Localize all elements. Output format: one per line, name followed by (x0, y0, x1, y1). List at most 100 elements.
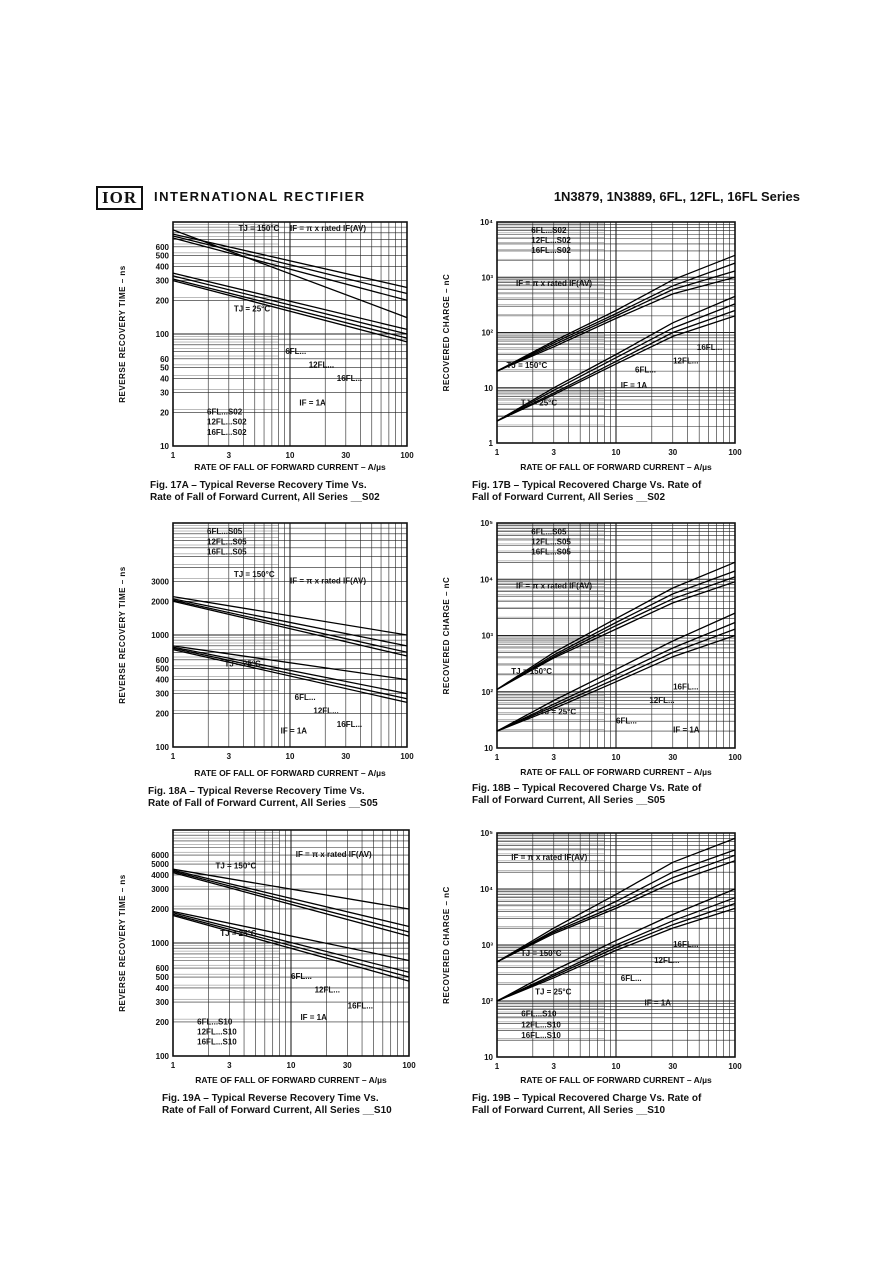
fig17a-ytick-9: 400 (156, 263, 170, 272)
fig18b-caption: Fig. 18B – Typical Recovered Charge Vs. … (472, 783, 772, 807)
fig18a-annotation-6: IF = 1A (281, 727, 308, 736)
fig19a-x-ticks: 1 3 10 30 100 (171, 1061, 416, 1070)
fig18a-ytick-3: 400 (156, 676, 170, 685)
fig17b-series-7 (496, 315, 736, 422)
fig19b-series-0 (496, 837, 736, 963)
fig17a-plot: TJ = 150°C IF = π x rated IF(AV) TJ = 25°C… (172, 221, 408, 447)
fig19b-xtick-3: 30 (668, 1062, 677, 1071)
fig18a-series-4 (172, 645, 408, 681)
fig18a-ylabel-box: REVERSE RECOVERY TIME – ns (118, 566, 127, 704)
fig19b-legend-2: 16FL...S10 (521, 1031, 561, 1040)
fig18a-legend-2: 16FL...S05 (207, 547, 247, 556)
fig18b-ylabel-box: RECOVERED CHARGE – nC (442, 577, 451, 695)
fig19a-ytick-0: 100 (156, 1052, 170, 1061)
fig18a-legend-1: 12FL...S05 (207, 537, 247, 546)
fig18a-fig-number: Fig. 18A – (148, 786, 198, 797)
fig17a-series-7 (172, 279, 408, 343)
fig17b-annotation-1: TJ = 150°C (507, 361, 548, 370)
fig18a-ytick-4: 500 (156, 665, 170, 674)
fig17a-ytick-1: 20 (160, 408, 169, 417)
fig17a-series-5 (172, 275, 408, 335)
fig19b-series-1 (496, 849, 736, 963)
fig19a-ytick-11: 6000 (151, 851, 169, 860)
fig17a-annotation-5: 16FL... (337, 374, 362, 383)
fig17a-annotation-1: IF = π x rated IF(AV) (290, 224, 366, 233)
fig19b-xtick-2: 10 (612, 1062, 621, 1071)
fig18b-xtick-0: 1 (495, 753, 500, 762)
fig18a-annotation-0: TJ = 150°C (234, 570, 275, 579)
fig18b-series-2 (496, 576, 736, 690)
fig17a-xtick-2: 10 (286, 451, 295, 460)
fig17b-ytick-0: 1 (489, 439, 494, 448)
fig18b-xtick-3: 30 (668, 753, 677, 762)
fig19b-annotation-2: TJ = 25°C (535, 987, 572, 996)
fig17b-ytick-4: 10⁴ (480, 218, 493, 227)
fig17b-annotation-2: TJ = 25°C (521, 398, 558, 407)
fig18b-xlabel: RATE OF FALL OF FORWARD CURRENT – A/µs (520, 767, 712, 777)
fig19a-ytick-9: 4000 (151, 871, 169, 880)
fig19a-ytick-8: 3000 (151, 885, 169, 894)
fig19a-xtick-0: 1 (171, 1061, 176, 1070)
fig19b-xtick-0: 1 (495, 1062, 500, 1071)
fig19a-xtick-3: 30 (343, 1061, 352, 1070)
fig19a-annotation-3: 6FL... (291, 972, 312, 981)
fig17b-annotation-5: 16FL... (697, 343, 722, 352)
fig17b-series-6 (496, 309, 736, 422)
fig19a-annotation-5: 16FL... (348, 1002, 373, 1011)
fig18a-ylabel: REVERSE RECOVERY TIME – ns (118, 566, 127, 704)
fig18b-xtick-2: 10 (612, 753, 621, 762)
company-name: INTERNATIONAL RECTIFIER (154, 189, 366, 204)
fig19a-series-4 (172, 910, 410, 962)
fig19a-annotation-1: IF = π x rated IF(AV) (296, 850, 372, 859)
fig19b-frame (496, 832, 736, 1058)
fig19b-series-2 (496, 854, 736, 963)
fig18b-series-1 (496, 570, 736, 690)
fig17a-ytick-3: 40 (160, 375, 169, 384)
fig19a-legend-1: 12FL...S10 (197, 1028, 237, 1037)
fig18a-x-ticks: 1 3 10 30 100 (171, 752, 414, 761)
fig18a-xtick-3: 30 (341, 752, 350, 761)
fig17a-ytick-10: 500 (156, 252, 170, 261)
fig19a-annotation-2: TJ = 25°C (220, 929, 257, 938)
fig17b-legend-2: 16FL...S02 (531, 246, 571, 255)
fig17b-xtick-2: 10 (612, 448, 621, 457)
fig18a-series-0 (172, 595, 408, 636)
fig17a-annotation-4: 12FL... (309, 361, 334, 370)
fig17a-grid (172, 222, 407, 447)
fig18a-caption-line1: Typical Reverse Recovery Time Vs. (197, 786, 365, 797)
fig17a-series-6 (172, 278, 408, 339)
fig19b-series-5 (496, 897, 736, 1002)
fig17a-ytick-11: 600 (156, 243, 170, 252)
fig17a-ytick-8: 300 (156, 277, 170, 286)
fig19a-xtick-4: 100 (402, 1061, 416, 1070)
fig18b-xtick-1: 3 (552, 753, 557, 762)
fig17a-series-1 (172, 233, 408, 289)
fig18a-series-3 (172, 600, 408, 657)
fig19a-series-1 (172, 869, 410, 928)
fig17b-caption-line1: Typical Recovered Charge Vs. Rate of (522, 480, 702, 491)
fig18b-ytick-1: 10² (481, 688, 493, 697)
fig17b-annotation-4: 12FL... (673, 356, 698, 365)
fig17a-annotation-6: IF = 1A (299, 399, 326, 408)
fig19a-legend-0: 6FL...S10 (197, 1017, 233, 1026)
fig18a-plot: TJ = 150°C IF = π x rated IF(AV) TJ = 25°C… (172, 522, 408, 748)
fig19a-caption: Fig. 19A – Typical Reverse Recovery Time… (162, 1093, 462, 1117)
fig17b-grid (496, 222, 735, 444)
fig18a-ytick-1: 200 (156, 709, 170, 718)
fig17b-ytick-1: 10 (484, 384, 493, 393)
fig17a-caption: Fig. 17A – Typical Reverse Recovery Time… (150, 480, 450, 504)
fig18b-plot: IF = π x rated IF(AV) TJ = 150°C TJ = 25°C… (496, 522, 736, 749)
fig19b-caption-line2: Fall of Forward Current, All Series __S1… (472, 1105, 666, 1116)
fig17b-xlabel: RATE OF FALL OF FORWARD CURRENT – A/µs (520, 462, 712, 472)
fig19a-ylabel: REVERSE RECOVERY TIME – ns (118, 874, 127, 1012)
fig17b-annotation-6: IF = 1A (621, 381, 648, 390)
fig17a-annotation-0: TJ = 150°C (239, 224, 280, 233)
fig19b-caption-line1: Typical Recovered Charge Vs. Rate of (522, 1093, 702, 1104)
fig17a-series-4 (172, 272, 408, 331)
fig18b-fig-number: Fig. 18B – (472, 783, 523, 794)
fig17b-plot: IF = π x rated IF(AV) TJ = 150°C TJ = 25°C… (496, 221, 736, 444)
fig18b-ytick-3: 10⁴ (480, 575, 493, 584)
fig17a-series-2 (172, 235, 408, 295)
fig19a-annotation-6: IF = 1A (300, 1013, 327, 1022)
fig19a-xtick-1: 3 (227, 1061, 232, 1070)
